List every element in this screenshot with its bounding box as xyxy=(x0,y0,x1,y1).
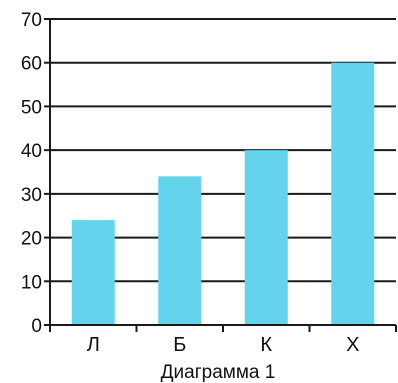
y-tick-label: 50 xyxy=(21,97,42,118)
x-tick-label: Х xyxy=(346,334,359,356)
bar-2 xyxy=(158,176,202,325)
y-tick-label: 20 xyxy=(21,229,42,250)
x-tick-label: Л xyxy=(87,334,100,356)
x-tick-label: Б xyxy=(173,334,186,356)
bar-1 xyxy=(71,220,115,325)
y-tick-label: 70 xyxy=(21,10,42,31)
y-tick-label: 30 xyxy=(21,185,42,206)
y-tick-label: 40 xyxy=(21,141,42,162)
y-tick-label: 60 xyxy=(21,54,42,75)
y-tick-label: 10 xyxy=(21,272,42,293)
bar-4 xyxy=(331,62,375,325)
bar-3 xyxy=(244,150,288,325)
chart-caption: Диаграмма 1 xyxy=(161,362,276,383)
axes xyxy=(44,18,397,332)
bars xyxy=(71,62,375,325)
x-tick-label: К xyxy=(260,334,272,356)
y-axis-tick-labels: 0 10 20 30 40 50 60 70 xyxy=(21,10,42,337)
y-tick-label: 0 xyxy=(31,316,42,337)
